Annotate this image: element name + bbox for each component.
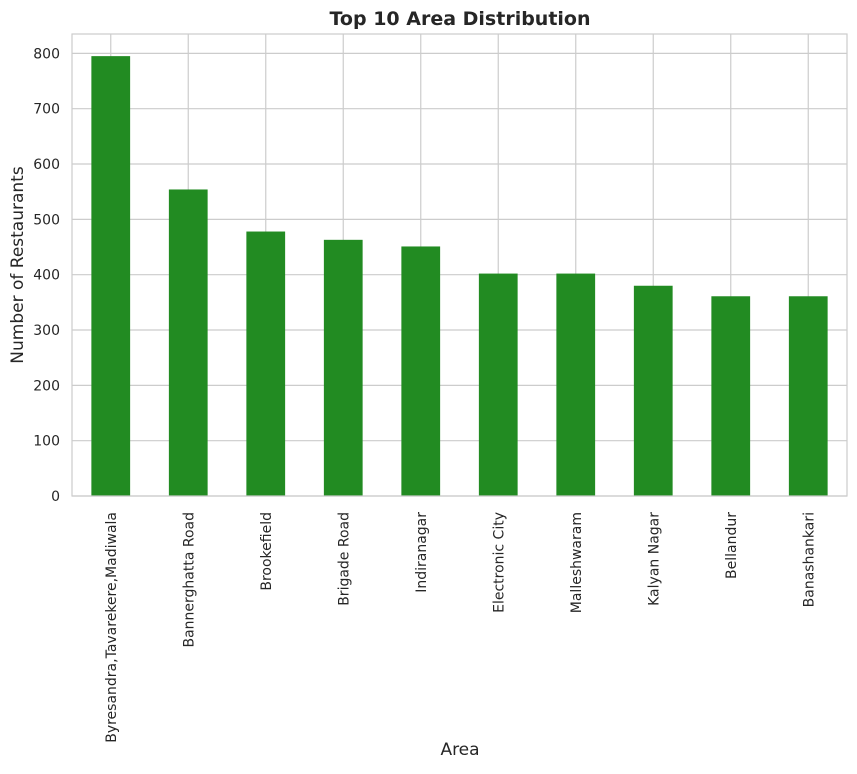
y-tick-label: 300 [33, 323, 60, 339]
x-axis-label: Area [440, 740, 479, 760]
bar [633, 285, 673, 496]
y-tick-label: 500 [33, 212, 60, 228]
x-tick-label: Malleshwaram [569, 512, 585, 613]
y-axis-label: Number of Restaurants [8, 166, 28, 364]
x-tick-label: Brigade Road [336, 512, 352, 606]
bar [91, 56, 131, 496]
y-tick-label: 700 [33, 102, 60, 118]
y-tick-label: 0 [51, 489, 60, 505]
bar [788, 296, 828, 496]
y-tick-label: 800 [33, 46, 60, 62]
x-tick-label: Banashankari [801, 512, 817, 607]
bar [246, 231, 286, 496]
x-tick-label: Brookefield [259, 512, 275, 591]
x-tick-label: Bannerghatta Road [181, 512, 197, 648]
x-tick-label: Bellandur [724, 512, 740, 579]
bar [323, 239, 363, 497]
bar [168, 189, 208, 496]
x-tick-label: Electronic City [491, 512, 507, 613]
axes: 0 100 200 300 400 500 600 700 800 Byresandra,Tava… [33, 33, 848, 743]
bars [91, 56, 828, 497]
chart-title: Top 10 Area Distribution [329, 8, 590, 30]
x-tick-label: Byresandra,Tavarekere,Madiwala [104, 512, 120, 743]
y-tick-label: 400 [33, 268, 60, 284]
x-tick-label: Kalyan Nagar [646, 512, 662, 606]
plot-frame [71, 33, 848, 497]
y-tick-label: 600 [33, 157, 60, 173]
bar [401, 246, 441, 496]
x-tick-label: Indiranagar [414, 512, 430, 593]
bar [556, 273, 596, 496]
y-tick-label: 200 [33, 378, 60, 394]
bar [711, 296, 751, 496]
bar [478, 273, 518, 496]
y-tick-label: 100 [33, 434, 60, 450]
